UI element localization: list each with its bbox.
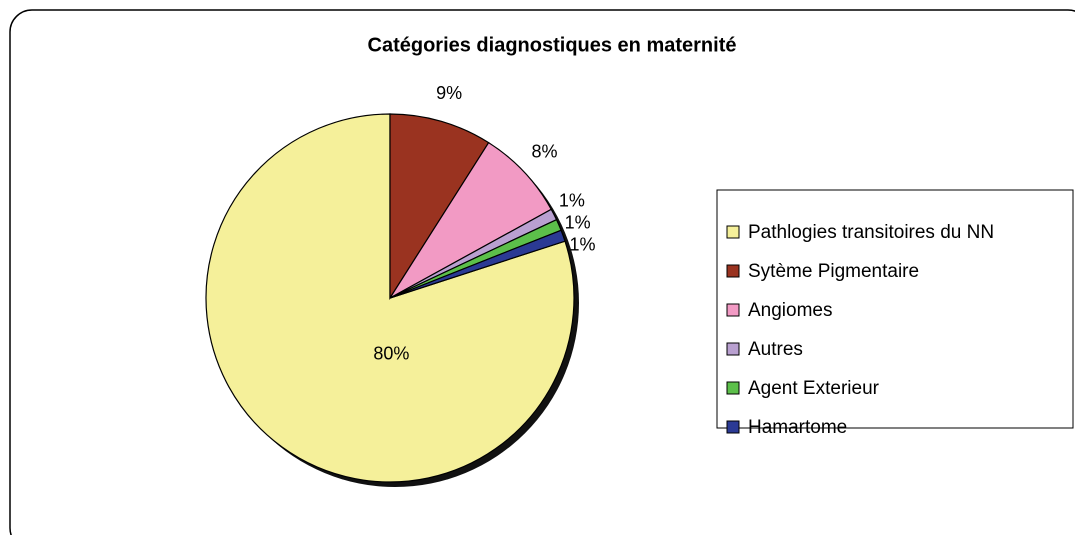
pie-slice (205, 113, 575, 483)
data-label: 8% (532, 142, 558, 162)
pie-slice (389, 229, 566, 299)
legend-swatch (726, 342, 740, 356)
legend-label: Autres (748, 339, 803, 360)
legend-swatch (726, 264, 740, 278)
legend-label: Angiomes (748, 300, 833, 321)
legend-swatch (726, 225, 740, 239)
legend-swatch (726, 420, 740, 434)
legend-box (716, 189, 1074, 429)
pie-slice (389, 113, 490, 301)
legend-swatch (726, 303, 740, 317)
data-label: 80% (373, 344, 409, 364)
data-label: 1% (569, 235, 595, 255)
legend-label: Hamartome (748, 417, 847, 438)
legend-label: Sytème Pigmentaire (748, 261, 919, 282)
data-label: 1% (565, 213, 591, 233)
legend-label: Pathlogies transitoires du NN (748, 222, 994, 243)
pie-slice (389, 141, 553, 299)
legend-label: Agent Exterieur (748, 378, 880, 399)
data-label: 9% (436, 83, 462, 103)
data-label: 1% (559, 191, 585, 211)
legend-swatch (726, 381, 740, 395)
chart-title: Catégories diagnostiques en maternité (368, 34, 737, 56)
